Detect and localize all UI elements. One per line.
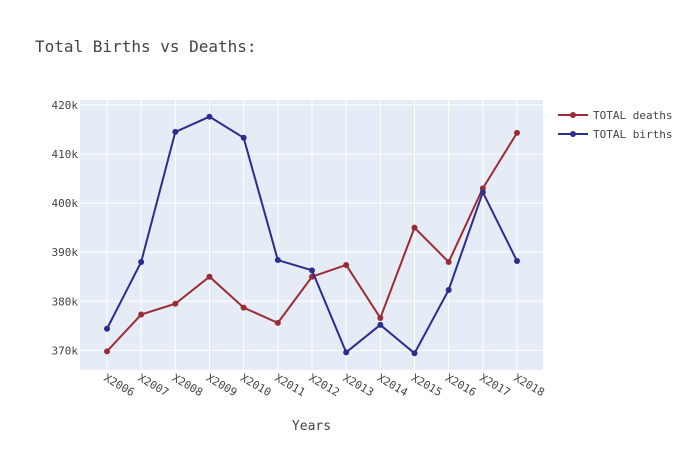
data-point[interactable] bbox=[138, 311, 145, 318]
legend-swatch-marker bbox=[570, 112, 576, 118]
x-tick-label: X2017 bbox=[477, 371, 512, 399]
y-tick-label: 390k bbox=[52, 246, 79, 259]
series-layer bbox=[104, 113, 520, 357]
legend-item[interactable]: TOTAL deaths bbox=[558, 109, 672, 122]
data-point[interactable] bbox=[274, 319, 281, 326]
x-tick-label: X2018 bbox=[512, 371, 547, 399]
data-point[interactable] bbox=[172, 128, 179, 135]
grid-lines bbox=[80, 100, 543, 370]
data-point[interactable] bbox=[240, 134, 247, 141]
data-point[interactable] bbox=[514, 129, 520, 136]
series-0 bbox=[104, 129, 520, 355]
data-point[interactable] bbox=[206, 273, 213, 280]
series-1 bbox=[104, 113, 520, 357]
data-point[interactable] bbox=[138, 259, 145, 265]
legend-item[interactable]: TOTAL births bbox=[558, 128, 672, 141]
data-point[interactable] bbox=[411, 224, 418, 231]
x-tick-label: X2010 bbox=[238, 371, 273, 399]
data-point[interactable] bbox=[479, 189, 486, 196]
data-point[interactable] bbox=[274, 257, 281, 264]
x-tick-label: X2012 bbox=[307, 371, 342, 399]
data-point[interactable] bbox=[343, 261, 350, 268]
x-axis-ticks: X2006X2007X2008X2009X2010X2011X2012X2013… bbox=[102, 371, 547, 399]
data-point[interactable] bbox=[377, 321, 384, 328]
legend-label: TOTAL births bbox=[593, 128, 672, 141]
data-point[interactable] bbox=[206, 113, 213, 120]
x-tick-label: X2014 bbox=[375, 371, 411, 399]
chart-title: Total Births vs Deaths: bbox=[35, 37, 257, 56]
x-axis-title: Years bbox=[292, 419, 331, 434]
y-tick-label: 370k bbox=[52, 344, 79, 357]
x-tick-label: X2016 bbox=[443, 371, 478, 399]
x-tick-label: X2007 bbox=[136, 371, 171, 399]
y-axis-ticks: 370k 380k 390k 400k 410k 420k bbox=[52, 99, 79, 357]
data-point[interactable] bbox=[104, 325, 110, 332]
data-point[interactable] bbox=[514, 258, 520, 265]
data-point[interactable] bbox=[104, 348, 110, 355]
data-point[interactable] bbox=[240, 304, 247, 311]
x-tick-label: X2015 bbox=[409, 371, 444, 399]
data-point[interactable] bbox=[445, 286, 452, 293]
x-tick-label: X2006 bbox=[102, 371, 137, 399]
y-tick-label: 400k bbox=[52, 197, 79, 210]
legend-swatch-marker bbox=[570, 131, 576, 137]
data-point[interactable] bbox=[445, 259, 452, 265]
x-tick-label: X2009 bbox=[204, 371, 239, 399]
data-point[interactable] bbox=[377, 314, 384, 321]
y-tick-label: 410k bbox=[52, 148, 79, 161]
data-point[interactable] bbox=[309, 267, 315, 274]
y-tick-label: 380k bbox=[52, 295, 79, 308]
y-tick-label: 420k bbox=[52, 99, 79, 112]
legend-label: TOTAL deaths bbox=[593, 109, 672, 122]
legend[interactable]: TOTAL deaths TOTAL births bbox=[558, 109, 672, 141]
data-point[interactable] bbox=[411, 350, 418, 357]
x-tick-label: X2013 bbox=[341, 371, 376, 399]
x-tick-label: X2008 bbox=[170, 371, 205, 399]
data-point[interactable] bbox=[343, 349, 350, 356]
data-point[interactable] bbox=[172, 300, 179, 307]
x-tick-label: X2011 bbox=[272, 371, 307, 399]
